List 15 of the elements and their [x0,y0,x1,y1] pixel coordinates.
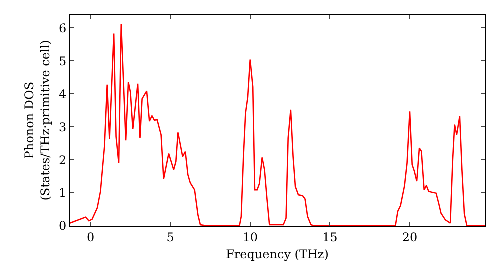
y-tick-label: 2 [58,153,67,168]
x-tick-label: 20 [402,230,418,244]
x-axis-title: Frequency (THz) [226,247,329,262]
line-series [70,24,485,226]
y-tick-label: 3 [58,120,67,134]
x-tick-label: 0 [86,230,95,244]
y-tick-label: 1 [58,186,67,200]
y-tick-label: 6 [58,21,67,36]
y-axis-title: Phonon DOS (States/THz·primitive cell) [22,40,52,201]
x-tick-label: 5 [166,230,174,244]
y-tick-label: 0 [58,219,67,234]
x-tick-label: 15 [322,230,338,244]
y-tick-label: 5 [58,54,67,68]
y-tick-label: 4 [58,87,67,102]
x-tick-label: 10 [242,230,258,244]
